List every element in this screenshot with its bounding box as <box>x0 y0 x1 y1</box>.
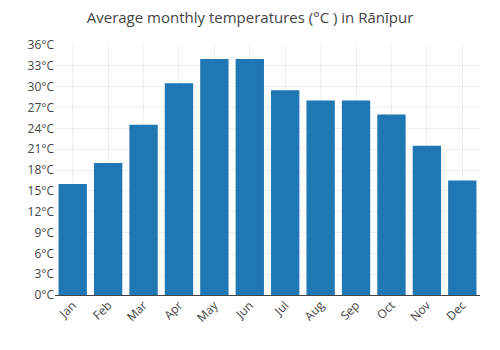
svg-text:Jul: Jul <box>270 297 292 319</box>
svg-text:Nov: Nov <box>406 297 434 325</box>
svg-text:Average monthly temperatures (: Average monthly temperatures (°C ) in Rā… <box>87 7 414 27</box>
svg-text:21°C: 21°C <box>28 140 55 157</box>
svg-text:May: May <box>193 296 222 325</box>
svg-text:Feb: Feb <box>89 297 115 323</box>
svg-text:3°C: 3°C <box>34 265 54 282</box>
svg-text:Apr: Apr <box>160 297 186 323</box>
svg-text:36°C: 36°C <box>28 36 55 53</box>
svg-text:30°C: 30°C <box>28 78 55 95</box>
svg-text:33°C: 33°C <box>28 57 55 74</box>
svg-text:15°C: 15°C <box>28 182 55 199</box>
svg-text:Aug: Aug <box>300 297 328 325</box>
svg-text:Mar: Mar <box>123 297 151 325</box>
svg-text:Jun: Jun <box>231 297 256 322</box>
svg-text:27°C: 27°C <box>28 99 55 116</box>
svg-text:12°C: 12°C <box>28 203 55 220</box>
svg-text:0°C: 0°C <box>34 286 54 303</box>
svg-text:Jan: Jan <box>55 297 80 322</box>
svg-text:6°C: 6°C <box>34 245 54 262</box>
svg-text:9°C: 9°C <box>34 224 54 241</box>
svg-text:24°C: 24°C <box>28 120 55 137</box>
svg-text:Dec: Dec <box>442 297 469 324</box>
svg-text:18°C: 18°C <box>28 161 55 178</box>
svg-text:Sep: Sep <box>336 297 363 324</box>
svg-text:Oct: Oct <box>373 297 399 323</box>
